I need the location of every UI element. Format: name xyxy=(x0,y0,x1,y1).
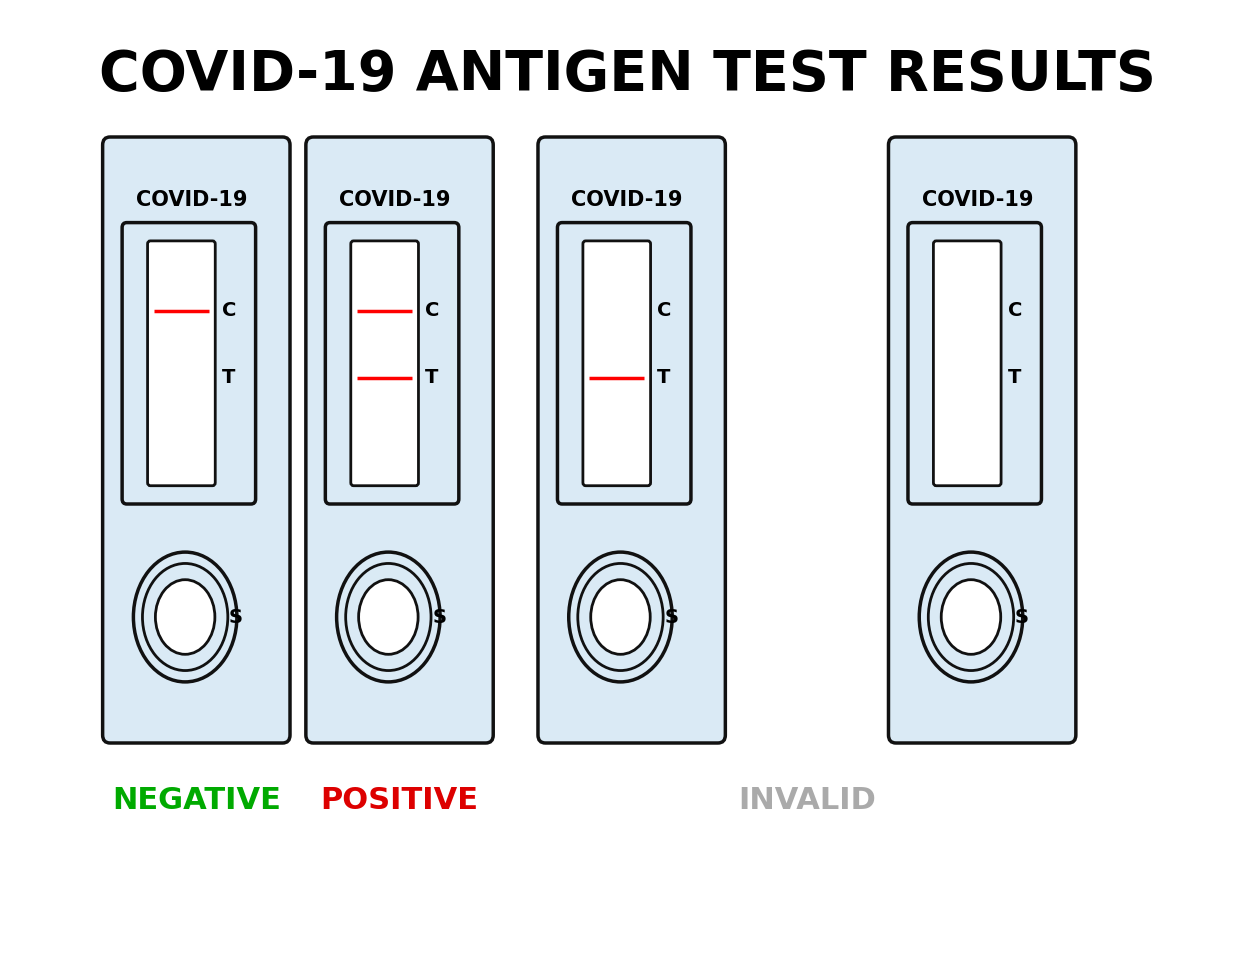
Text: C: C xyxy=(657,301,671,320)
Text: S: S xyxy=(433,608,446,626)
FancyBboxPatch shape xyxy=(933,241,1001,486)
Ellipse shape xyxy=(133,552,237,682)
Text: T: T xyxy=(222,368,236,387)
Text: S: S xyxy=(229,608,243,626)
FancyBboxPatch shape xyxy=(558,222,691,504)
Ellipse shape xyxy=(155,580,214,655)
FancyBboxPatch shape xyxy=(325,222,459,504)
Ellipse shape xyxy=(346,564,431,670)
Text: INVALID: INVALID xyxy=(737,786,875,814)
FancyBboxPatch shape xyxy=(538,137,725,743)
Text: POSITIVE: POSITIVE xyxy=(321,786,479,814)
Text: NEGATIVE: NEGATIVE xyxy=(112,786,281,814)
Text: S: S xyxy=(1014,608,1030,626)
Text: COVID-19: COVID-19 xyxy=(135,190,247,210)
FancyBboxPatch shape xyxy=(351,241,419,486)
Ellipse shape xyxy=(359,580,418,655)
FancyBboxPatch shape xyxy=(306,137,493,743)
Text: T: T xyxy=(1008,368,1021,387)
Ellipse shape xyxy=(336,552,440,682)
Ellipse shape xyxy=(143,564,228,670)
Text: C: C xyxy=(222,301,236,320)
Text: C: C xyxy=(1008,301,1022,320)
Text: COVID-19: COVID-19 xyxy=(339,190,450,210)
Text: COVID-19 ANTIGEN TEST RESULTS: COVID-19 ANTIGEN TEST RESULTS xyxy=(99,48,1155,102)
Text: T: T xyxy=(657,368,671,387)
FancyBboxPatch shape xyxy=(103,137,290,743)
FancyBboxPatch shape xyxy=(148,241,216,486)
FancyBboxPatch shape xyxy=(583,241,651,486)
Text: T: T xyxy=(425,368,439,387)
Ellipse shape xyxy=(928,564,1013,670)
Ellipse shape xyxy=(591,580,651,655)
Ellipse shape xyxy=(919,552,1023,682)
Text: S: S xyxy=(665,608,678,626)
Ellipse shape xyxy=(569,552,672,682)
FancyBboxPatch shape xyxy=(889,137,1076,743)
Text: C: C xyxy=(425,301,439,320)
FancyBboxPatch shape xyxy=(122,222,256,504)
Ellipse shape xyxy=(942,580,1001,655)
Ellipse shape xyxy=(578,564,663,670)
FancyBboxPatch shape xyxy=(908,222,1042,504)
Text: COVID-19: COVID-19 xyxy=(922,190,1033,210)
Text: COVID-19: COVID-19 xyxy=(572,190,682,210)
